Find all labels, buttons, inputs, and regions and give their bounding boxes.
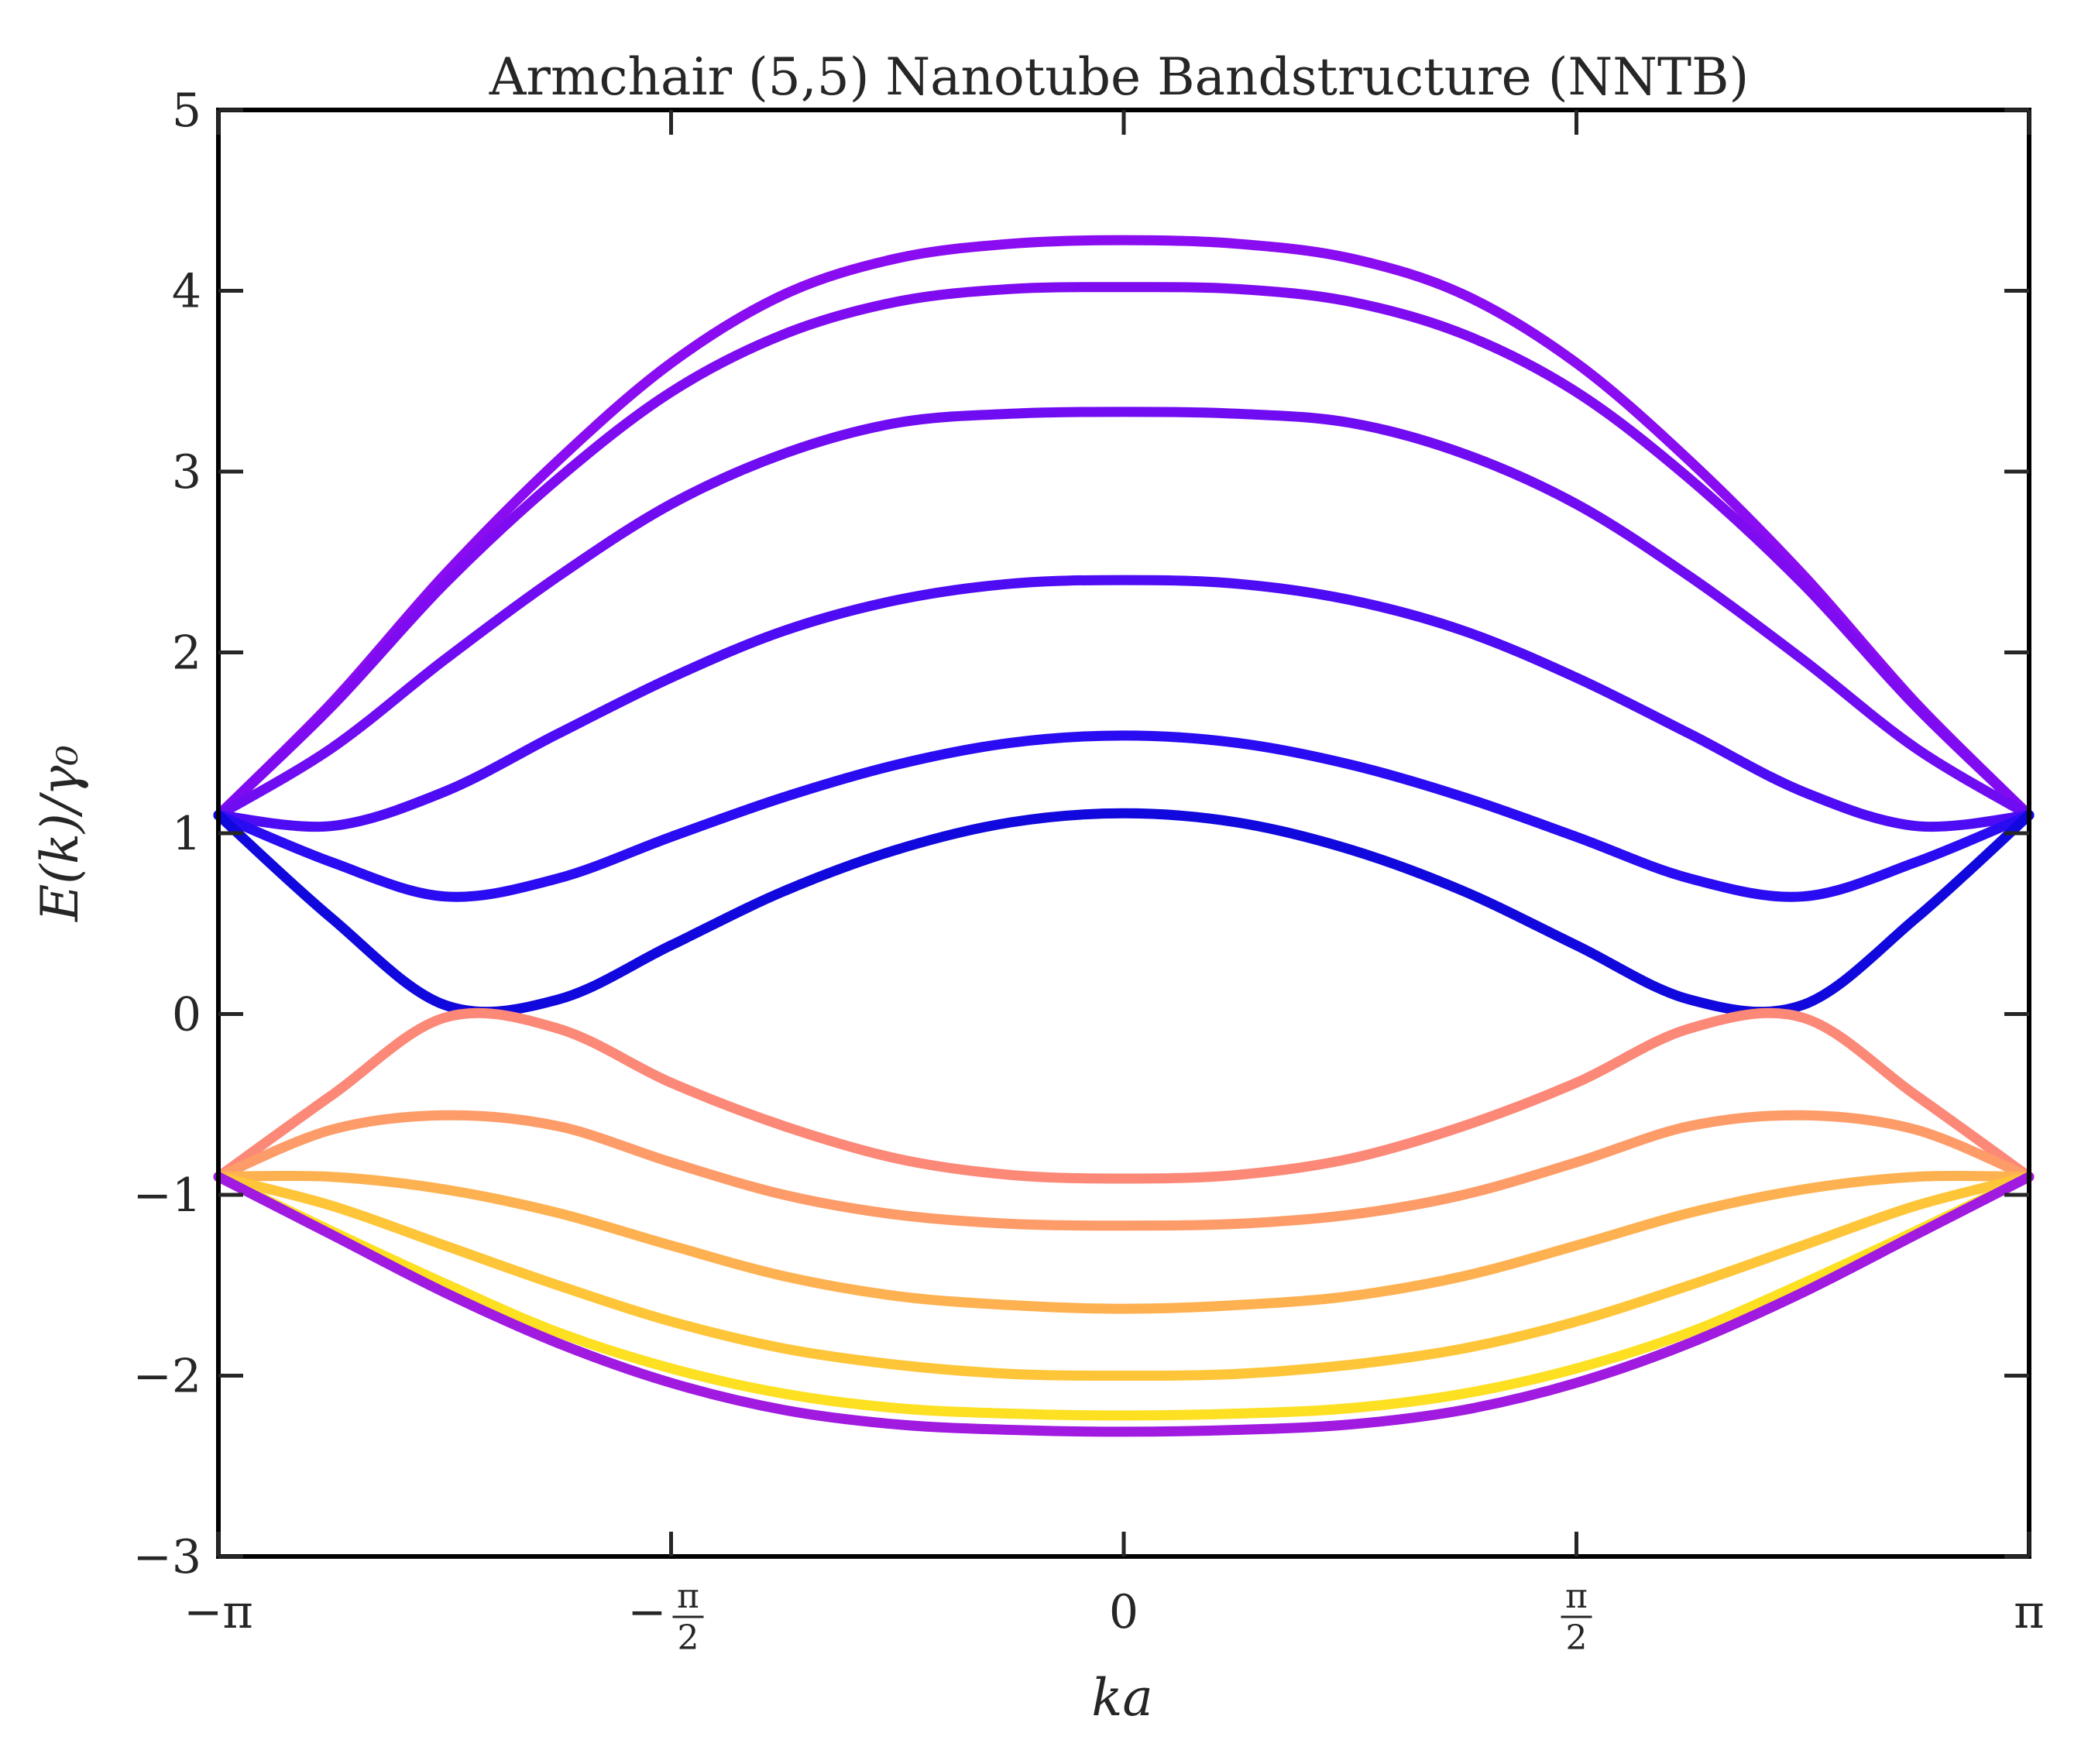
band-line-1 bbox=[213, 235, 2035, 821]
band-line-3 bbox=[213, 407, 2035, 821]
y-tick-label-4: 1 bbox=[172, 807, 201, 861]
band-line-5 bbox=[213, 730, 2035, 902]
band-line-8 bbox=[213, 1110, 2035, 1231]
y-tick-label-6: 3 bbox=[172, 445, 201, 499]
svg-text:π: π bbox=[677, 1577, 699, 1616]
plot-series bbox=[213, 235, 2035, 1437]
x-tick-label-0: −π bbox=[184, 1585, 253, 1639]
y-axis-label: E(k)/γ₀ bbox=[30, 745, 90, 922]
band-line-4 bbox=[213, 575, 2035, 832]
y-tick-label-8: 5 bbox=[172, 84, 201, 138]
y-tick-label-3: 0 bbox=[172, 988, 201, 1042]
svg-text:−: − bbox=[627, 1585, 666, 1639]
y-tick-label-0: −3 bbox=[133, 1530, 201, 1584]
x-tick-label-2: 0 bbox=[1109, 1585, 1138, 1639]
band-line-11 bbox=[213, 1172, 2035, 1421]
x-tick-label-1: − π2 bbox=[627, 1577, 704, 1658]
band-line-2 bbox=[213, 282, 2035, 821]
x-tick-label-4: π bbox=[2014, 1585, 2044, 1639]
y-tick-label-2: −1 bbox=[133, 1169, 201, 1223]
band-line-9 bbox=[213, 1170, 2035, 1314]
y-tick-label-1: −2 bbox=[133, 1350, 201, 1404]
y-tick-label-5: 2 bbox=[172, 626, 201, 681]
band-line-10 bbox=[213, 1172, 2035, 1381]
chart-title: Armchair (5,5) Nanotube Bandstructure (N… bbox=[489, 47, 1750, 107]
band-line-12 bbox=[213, 1172, 2035, 1437]
x-axis-label: ka bbox=[1091, 1668, 1152, 1728]
svg-text:2: 2 bbox=[1566, 1618, 1588, 1658]
band-line-7 bbox=[213, 1007, 2035, 1184]
y-tick-label-7: 4 bbox=[172, 265, 201, 319]
x-tick-label-3: π2 bbox=[1561, 1577, 1592, 1658]
svg-text:π: π bbox=[1565, 1577, 1588, 1616]
svg-text:2: 2 bbox=[677, 1618, 699, 1658]
